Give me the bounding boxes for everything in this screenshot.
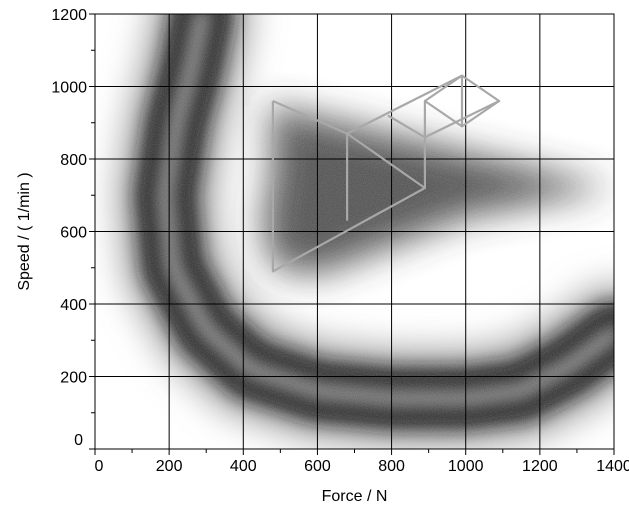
- y-tick-label: 400: [60, 297, 87, 314]
- overlay-line: [460, 75, 500, 128]
- plot-area: [95, 14, 614, 449]
- x-tick-label: 600: [304, 458, 331, 475]
- y-tick-label: 600: [60, 225, 87, 242]
- x-tick-label: 1200: [522, 458, 558, 475]
- x-tick-label: 0: [95, 458, 104, 475]
- x-tick-label: 200: [156, 458, 183, 475]
- y-tick-label: 800: [60, 152, 87, 169]
- y-tick-label: 0: [74, 432, 83, 449]
- x-tick-label: 1000: [448, 458, 484, 475]
- overlay-line: [424, 74, 463, 102]
- grid-lines: [95, 14, 614, 449]
- y-tick-label: 1200: [51, 7, 87, 24]
- x-tick-label: 1400: [596, 458, 629, 475]
- x-tick-label: 800: [378, 458, 405, 475]
- overlay-lines: [271, 74, 501, 273]
- x-axis-title: Force / N: [322, 488, 388, 505]
- axis-ticks: [89, 13, 615, 455]
- y-tick-label: 200: [60, 370, 87, 387]
- x-tick-label: 400: [230, 458, 257, 475]
- y-axis-title: Speed / ( 1/min ): [16, 172, 33, 290]
- axis-tick-labels: 0 200 400 600 800 1000 1200 1400 0 200 400 600 800 10…: [51, 7, 629, 475]
- y-tick-label: 1000: [51, 80, 87, 97]
- overlay-line: [387, 114, 426, 139]
